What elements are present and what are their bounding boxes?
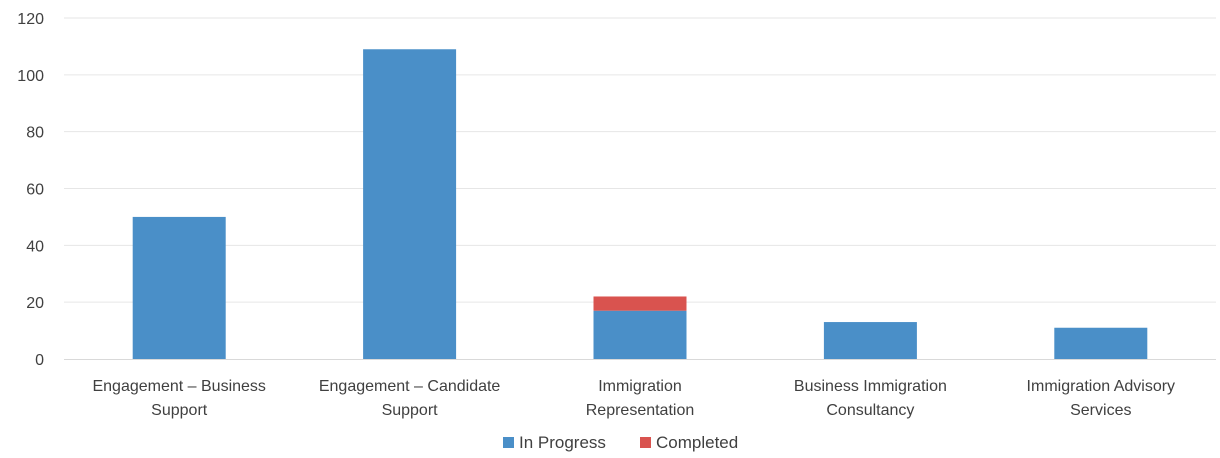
- x-category-label-line: Immigration: [598, 378, 682, 395]
- x-category-label: Immigration Representation: [586, 378, 695, 419]
- x-category-label-line: Business Immigration: [794, 378, 947, 395]
- y-tick-label: 120: [17, 11, 44, 28]
- x-category-label-line: Immigration Advisory: [1027, 378, 1176, 395]
- x-category-label: Immigration Advisory Services: [1027, 378, 1176, 419]
- bar-in-progress: [593, 310, 687, 359]
- y-tick-label: 60: [26, 182, 44, 199]
- y-tick-label: 40: [26, 238, 44, 255]
- x-category-label: Engagement – Business Support: [92, 378, 265, 419]
- x-category-label-line: Services: [1070, 402, 1131, 419]
- y-axis-ticks: 0 20 40 60 80 100 120: [17, 11, 44, 369]
- bar-completed: [593, 296, 687, 311]
- legend-swatch: [640, 437, 651, 448]
- y-tick-label: 0: [35, 352, 44, 369]
- y-tick-label: 80: [26, 125, 44, 142]
- x-category-label: Engagement – Candidate Support: [319, 378, 501, 419]
- legend-swatch: [503, 437, 514, 448]
- bar-in-progress: [132, 216, 226, 359]
- legend-label: In Progress: [519, 433, 606, 452]
- x-category-label-line: Support: [151, 402, 208, 419]
- x-category-label: Business Immigration Consultancy: [794, 378, 947, 419]
- bar-in-progress: [823, 322, 917, 359]
- x-category-label-line: Representation: [586, 402, 695, 419]
- y-tick-label: 20: [26, 295, 44, 312]
- legend-item-completed: Completed: [640, 433, 738, 452]
- bars: [132, 49, 1148, 360]
- x-category-label-line: Engagement – Business: [92, 378, 265, 395]
- y-tick-label: 100: [17, 68, 44, 85]
- x-category-label-line: Engagement – Candidate: [319, 378, 501, 395]
- gridlines: [64, 17, 1216, 303]
- legend-label: Completed: [656, 433, 738, 452]
- legend-item-in-progress: In Progress: [503, 433, 606, 452]
- x-category-label-line: Consultancy: [826, 402, 914, 419]
- legend: In Progress Completed: [503, 433, 738, 452]
- bar-in-progress: [363, 49, 457, 360]
- bar-in-progress: [1054, 327, 1148, 359]
- x-category-label-line: Support: [382, 402, 439, 419]
